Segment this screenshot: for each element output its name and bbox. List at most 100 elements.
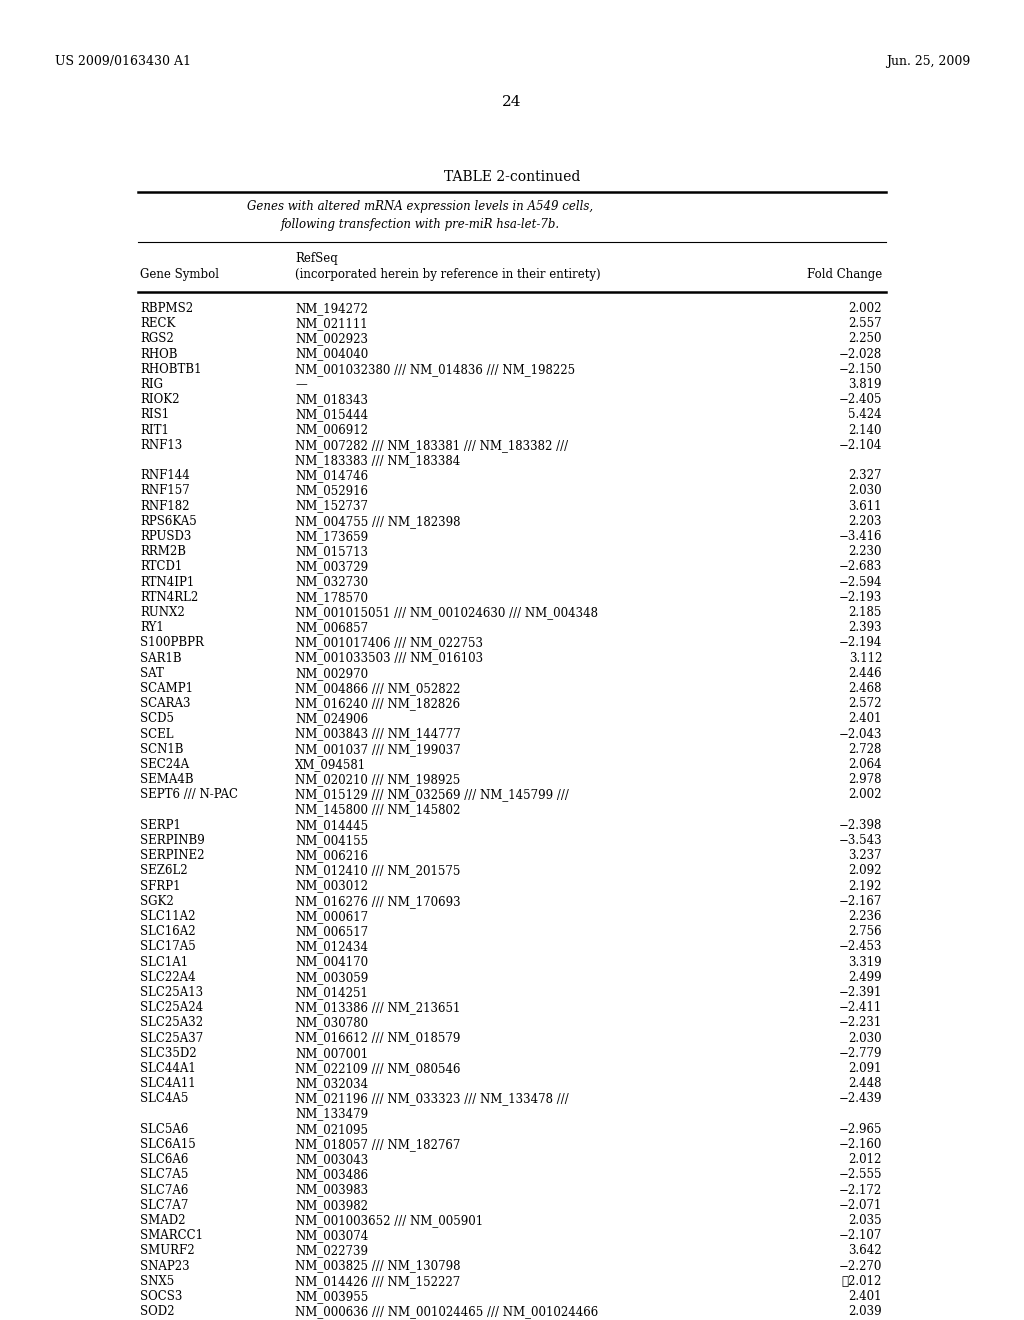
Text: 2.030: 2.030: [848, 1032, 882, 1044]
Text: 2.401: 2.401: [849, 713, 882, 726]
Text: NM_001037 /// NM_199037: NM_001037 /// NM_199037: [295, 743, 461, 756]
Text: SLC44A1: SLC44A1: [140, 1063, 196, 1074]
Text: −3.416: −3.416: [839, 531, 882, 543]
Text: NM_004866 /// NM_052822: NM_004866 /// NM_052822: [295, 682, 461, 696]
Text: RNF144: RNF144: [140, 469, 189, 482]
Text: NM_016240 /// NM_182826: NM_016240 /// NM_182826: [295, 697, 460, 710]
Text: 3.237: 3.237: [848, 849, 882, 862]
Text: SLC16A2: SLC16A2: [140, 925, 196, 939]
Text: NM_003983: NM_003983: [295, 1184, 368, 1197]
Text: SLC7A7: SLC7A7: [140, 1199, 188, 1212]
Text: SGK2: SGK2: [140, 895, 174, 908]
Text: NM_000636 /// NM_001024465 /// NM_001024466: NM_000636 /// NM_001024465 /// NM_001024…: [295, 1305, 598, 1319]
Text: NM_021111: NM_021111: [295, 317, 368, 330]
Text: −2.965: −2.965: [839, 1123, 882, 1135]
Text: SLC6A15: SLC6A15: [140, 1138, 196, 1151]
Text: NM_014445: NM_014445: [295, 818, 368, 832]
Text: NM_003825 /// NM_130798: NM_003825 /// NM_130798: [295, 1259, 461, 1272]
Text: SERPINE2: SERPINE2: [140, 849, 205, 862]
Text: NM_006857: NM_006857: [295, 622, 368, 634]
Text: 3.611: 3.611: [849, 499, 882, 512]
Text: NM_012410 /// NM_201575: NM_012410 /// NM_201575: [295, 865, 461, 878]
Text: 2.572: 2.572: [849, 697, 882, 710]
Text: 2.250: 2.250: [849, 333, 882, 346]
Text: −2.160: −2.160: [839, 1138, 882, 1151]
Text: NM_194272: NM_194272: [295, 302, 368, 315]
Text: SCEL: SCEL: [140, 727, 173, 741]
Text: −2.043: −2.043: [839, 727, 882, 741]
Text: XM_094581: XM_094581: [295, 758, 367, 771]
Text: 2.185: 2.185: [849, 606, 882, 619]
Text: −2.194: −2.194: [839, 636, 882, 649]
Text: SLC7A5: SLC7A5: [140, 1168, 188, 1181]
Text: −2.594: −2.594: [839, 576, 882, 589]
Text: NM_003074: NM_003074: [295, 1229, 369, 1242]
Text: NM_007282 /// NM_183381 /// NM_183382 ///: NM_007282 /// NM_183381 /// NM_183382 //…: [295, 438, 568, 451]
Text: NM_003486: NM_003486: [295, 1168, 368, 1181]
Text: NM_001032380 /// NM_014836 /// NM_198225: NM_001032380 /// NM_014836 /// NM_198225: [295, 363, 575, 376]
Text: RIT1: RIT1: [140, 424, 169, 437]
Text: 2.236: 2.236: [849, 909, 882, 923]
Text: 2.499: 2.499: [848, 970, 882, 983]
Text: RHOB: RHOB: [140, 347, 177, 360]
Text: −2.193: −2.193: [839, 591, 882, 603]
Text: SCN1B: SCN1B: [140, 743, 183, 756]
Text: NM_004170: NM_004170: [295, 956, 368, 969]
Text: Genes with altered mRNA expression levels in A549 cells,: Genes with altered mRNA expression level…: [247, 201, 593, 213]
Text: SEC24A: SEC24A: [140, 758, 189, 771]
Text: 2.393: 2.393: [848, 622, 882, 634]
Text: 2.468: 2.468: [849, 682, 882, 696]
Text: −2.107: −2.107: [839, 1229, 882, 1242]
Text: 2.030: 2.030: [848, 484, 882, 498]
Text: SLC22A4: SLC22A4: [140, 970, 196, 983]
Text: RTN4RL2: RTN4RL2: [140, 591, 199, 603]
Text: NM_014426 /// NM_152227: NM_014426 /// NM_152227: [295, 1275, 460, 1288]
Text: NM_003955: NM_003955: [295, 1290, 369, 1303]
Text: NM_001033503 /// NM_016103: NM_001033503 /// NM_016103: [295, 652, 483, 664]
Text: NM_006912: NM_006912: [295, 424, 368, 437]
Text: NM_012434: NM_012434: [295, 940, 368, 953]
Text: SLC25A24: SLC25A24: [140, 1001, 203, 1014]
Text: −2.398: −2.398: [839, 818, 882, 832]
Text: NM_020210 /// NM_198925: NM_020210 /// NM_198925: [295, 774, 460, 787]
Text: RY1: RY1: [140, 622, 164, 634]
Text: RNF157: RNF157: [140, 484, 189, 498]
Text: 2.728: 2.728: [849, 743, 882, 756]
Text: NM_007001: NM_007001: [295, 1047, 368, 1060]
Text: RHOBTB1: RHOBTB1: [140, 363, 202, 376]
Text: NM_133479: NM_133479: [295, 1107, 368, 1121]
Text: SEZ6L2: SEZ6L2: [140, 865, 187, 878]
Text: (incorporated herein by reference in their entirety): (incorporated herein by reference in the…: [295, 268, 601, 281]
Text: 2.446: 2.446: [848, 667, 882, 680]
Text: SNAP23: SNAP23: [140, 1259, 189, 1272]
Text: RefSeq: RefSeq: [295, 252, 338, 265]
Text: −2.391: −2.391: [839, 986, 882, 999]
Text: −2.071: −2.071: [839, 1199, 882, 1212]
Text: RGS2: RGS2: [140, 333, 174, 346]
Text: SLC6A6: SLC6A6: [140, 1154, 188, 1166]
Text: 2.092: 2.092: [849, 865, 882, 878]
Text: 2.557: 2.557: [848, 317, 882, 330]
Text: −2.779: −2.779: [839, 1047, 882, 1060]
Text: Jun. 25, 2009: Jun. 25, 2009: [886, 55, 970, 69]
Text: SNX5: SNX5: [140, 1275, 174, 1288]
Text: −2.231: −2.231: [839, 1016, 882, 1030]
Text: 5.424: 5.424: [848, 408, 882, 421]
Text: NM_000617: NM_000617: [295, 909, 368, 923]
Text: NM_030780: NM_030780: [295, 1016, 368, 1030]
Text: SLC7A6: SLC7A6: [140, 1184, 188, 1197]
Text: SMURF2: SMURF2: [140, 1245, 195, 1258]
Text: TABLE 2-continued: TABLE 2-continued: [443, 170, 581, 183]
Text: NM_003059: NM_003059: [295, 970, 369, 983]
Text: 2.978: 2.978: [849, 774, 882, 787]
Text: RTN4IP1: RTN4IP1: [140, 576, 195, 589]
Text: RECK: RECK: [140, 317, 175, 330]
Text: −3.543: −3.543: [839, 834, 882, 847]
Text: SFRP1: SFRP1: [140, 879, 180, 892]
Text: −2.683: −2.683: [839, 561, 882, 573]
Text: NM_004755 /// NM_182398: NM_004755 /// NM_182398: [295, 515, 461, 528]
Text: NM_003729: NM_003729: [295, 561, 368, 573]
Text: NM_013386 /// NM_213651: NM_013386 /// NM_213651: [295, 1001, 461, 1014]
Text: NM_032730: NM_032730: [295, 576, 368, 589]
Text: 2.230: 2.230: [849, 545, 882, 558]
